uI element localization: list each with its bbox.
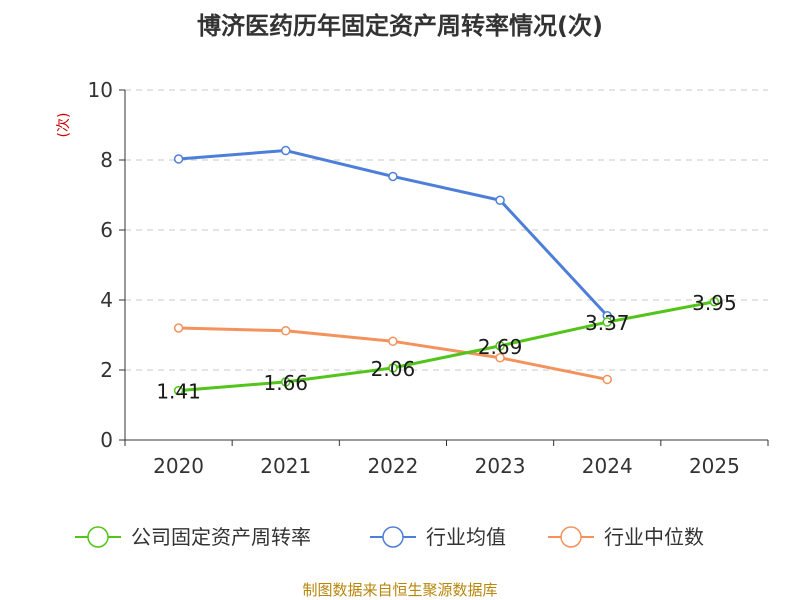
legend-item-1[interactable]: 行业均值: [370, 525, 506, 549]
series-line-0: [178, 300, 715, 393]
x-tick-label: 2022: [367, 454, 418, 478]
legend-marker: [382, 526, 404, 548]
y-tick-label: 4: [100, 288, 113, 312]
data-point: [495, 341, 505, 351]
y-tick-label: 0: [100, 428, 113, 452]
data-point: [388, 171, 398, 182]
legend-label: 公司固定资产周转率: [131, 525, 311, 549]
data-point: [602, 374, 612, 385]
legend-label: 行业中位数: [604, 525, 704, 549]
source-note: 制图数据来自恒生聚源数据库: [302, 581, 497, 599]
data-label: 2.06: [371, 357, 416, 381]
data-point: [709, 297, 720, 307]
data-point: [281, 326, 291, 336]
data-labels: 1.41 1.66 2.06 2.69 3.37 3.95: [156, 291, 736, 404]
data-point: [495, 353, 505, 363]
legend-marker: [560, 526, 582, 548]
legend[interactable]: 公司固定资产周转率 行业均值 行业中位数: [75, 525, 704, 549]
data-point: [388, 363, 398, 373]
y-tick-label: 2: [100, 358, 113, 382]
data-point: [173, 154, 184, 164]
x-tick-label: 2021: [260, 454, 311, 478]
chart-title: 博济医药历年固定资产周转率情况(次): [197, 12, 603, 40]
data-label: 3.37: [585, 311, 630, 335]
data-point: [173, 385, 184, 396]
legend-item-0[interactable]: 公司固定资产周转率: [75, 525, 311, 549]
y-axis-label: (次): [56, 113, 72, 138]
series-lines: [173, 145, 720, 396]
grid-lines: [125, 89, 768, 371]
data-point: [281, 145, 291, 156]
data-point: [388, 336, 398, 347]
data-point: [602, 317, 612, 327]
x-tick-label: 2025: [689, 454, 740, 478]
axes: 0 2 4 6 8 10 2020 2021 2022 2023 2024 2025: [88, 78, 769, 478]
x-tick-label: 2024: [582, 454, 633, 478]
x-tick-label: 2020: [153, 454, 204, 478]
y-tick-label: 10: [88, 78, 113, 102]
y-tick-label: 6: [100, 218, 113, 242]
data-point: [173, 323, 184, 333]
data-point: [495, 195, 505, 205]
data-label: 1.66: [263, 371, 308, 395]
legend-label: 行业均值: [426, 525, 506, 549]
y-tick-label: 8: [100, 148, 113, 172]
data-point: [281, 377, 291, 387]
data-label: 3.95: [692, 291, 737, 315]
data-label: 2.69: [478, 335, 523, 359]
data-label: 1.41: [156, 380, 201, 404]
x-tick-label: 2023: [475, 454, 526, 478]
legend-item-2[interactable]: 行业中位数: [548, 525, 704, 549]
legend-marker: [87, 526, 109, 548]
